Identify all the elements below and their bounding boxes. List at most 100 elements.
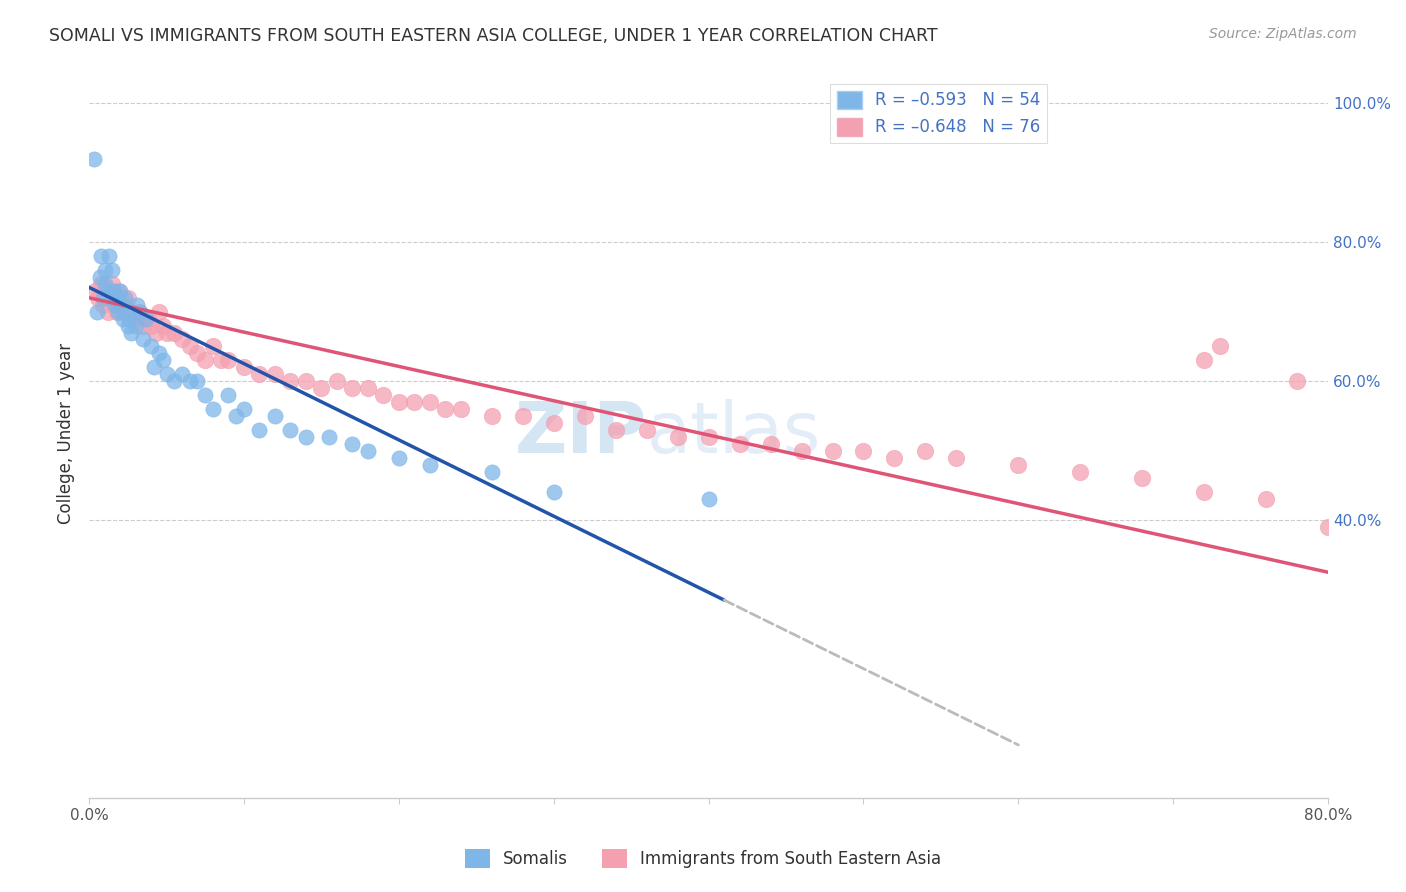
Point	[264, 368, 287, 382]
Point	[117, 291, 139, 305]
Point	[170, 368, 193, 382]
Point	[100, 291, 122, 305]
Point	[357, 443, 380, 458]
Point	[209, 353, 232, 368]
Point	[728, 436, 751, 450]
Point	[194, 353, 217, 368]
Y-axis label: College, Under 1 year: College, Under 1 year	[58, 343, 75, 524]
Point	[155, 326, 177, 340]
Point	[97, 284, 120, 298]
Point	[945, 450, 967, 465]
Point	[388, 395, 411, 409]
Legend: Somalis, Immigrants from South Eastern Asia: Somalis, Immigrants from South Eastern A…	[458, 843, 948, 875]
Point	[84, 284, 107, 298]
Point	[186, 346, 208, 360]
Point	[179, 339, 201, 353]
Text: ZIP: ZIP	[515, 399, 647, 467]
Point	[1286, 374, 1309, 388]
Point	[87, 291, 110, 305]
Point	[1192, 353, 1215, 368]
Point	[152, 318, 174, 333]
Point	[225, 409, 247, 423]
Point	[790, 443, 813, 458]
Point	[101, 277, 124, 291]
Point	[318, 430, 340, 444]
Point	[1130, 471, 1153, 485]
Point	[117, 318, 139, 333]
Point	[697, 430, 720, 444]
Point	[264, 409, 287, 423]
Point	[107, 284, 129, 298]
Point	[404, 395, 426, 409]
Point	[342, 436, 364, 450]
Point	[450, 401, 472, 416]
Point	[1007, 458, 1029, 472]
Point	[90, 249, 112, 263]
Point	[1069, 465, 1091, 479]
Point	[636, 423, 658, 437]
Point	[1317, 520, 1340, 534]
Point	[112, 304, 135, 318]
Point	[105, 291, 128, 305]
Point	[91, 291, 114, 305]
Point	[233, 360, 256, 375]
Point	[108, 291, 131, 305]
Point	[419, 395, 441, 409]
Point	[852, 443, 875, 458]
Point	[124, 318, 146, 333]
Point	[105, 304, 128, 318]
Point	[759, 436, 782, 450]
Point	[139, 318, 162, 333]
Point	[103, 284, 125, 298]
Point	[91, 298, 114, 312]
Point	[101, 263, 124, 277]
Point	[574, 409, 596, 423]
Point	[163, 374, 186, 388]
Point	[217, 388, 239, 402]
Legend: R = –0.593   N = 54, R = –0.648   N = 76: R = –0.593 N = 54, R = –0.648 N = 76	[830, 84, 1047, 143]
Point	[419, 458, 441, 472]
Point	[295, 430, 318, 444]
Point	[357, 381, 380, 395]
Point	[481, 465, 503, 479]
Point	[914, 443, 936, 458]
Point	[233, 401, 256, 416]
Point	[112, 311, 135, 326]
Point	[543, 416, 565, 430]
Point	[883, 450, 905, 465]
Point	[605, 423, 627, 437]
Point	[697, 492, 720, 507]
Point	[132, 333, 155, 347]
Point	[132, 318, 155, 333]
Point	[107, 304, 129, 318]
Point	[120, 326, 142, 340]
Point	[121, 304, 143, 318]
Point	[114, 291, 136, 305]
Point	[201, 339, 224, 353]
Point	[179, 374, 201, 388]
Point	[143, 360, 166, 375]
Point	[342, 381, 364, 395]
Point	[201, 401, 224, 416]
Point	[148, 304, 170, 318]
Point	[481, 409, 503, 423]
Text: atlas: atlas	[647, 399, 821, 467]
Point	[249, 423, 271, 437]
Point	[136, 311, 159, 326]
Point	[1192, 485, 1215, 500]
Point	[1209, 339, 1232, 353]
Point	[86, 304, 108, 318]
Point	[110, 298, 132, 312]
Point	[103, 298, 125, 312]
Point	[145, 326, 167, 340]
Point	[83, 152, 105, 166]
Point	[311, 381, 333, 395]
Point	[114, 298, 136, 312]
Point	[434, 401, 457, 416]
Point	[93, 277, 115, 291]
Point	[108, 284, 131, 298]
Point	[217, 353, 239, 368]
Point	[93, 263, 115, 277]
Point	[373, 388, 395, 402]
Point	[100, 291, 122, 305]
